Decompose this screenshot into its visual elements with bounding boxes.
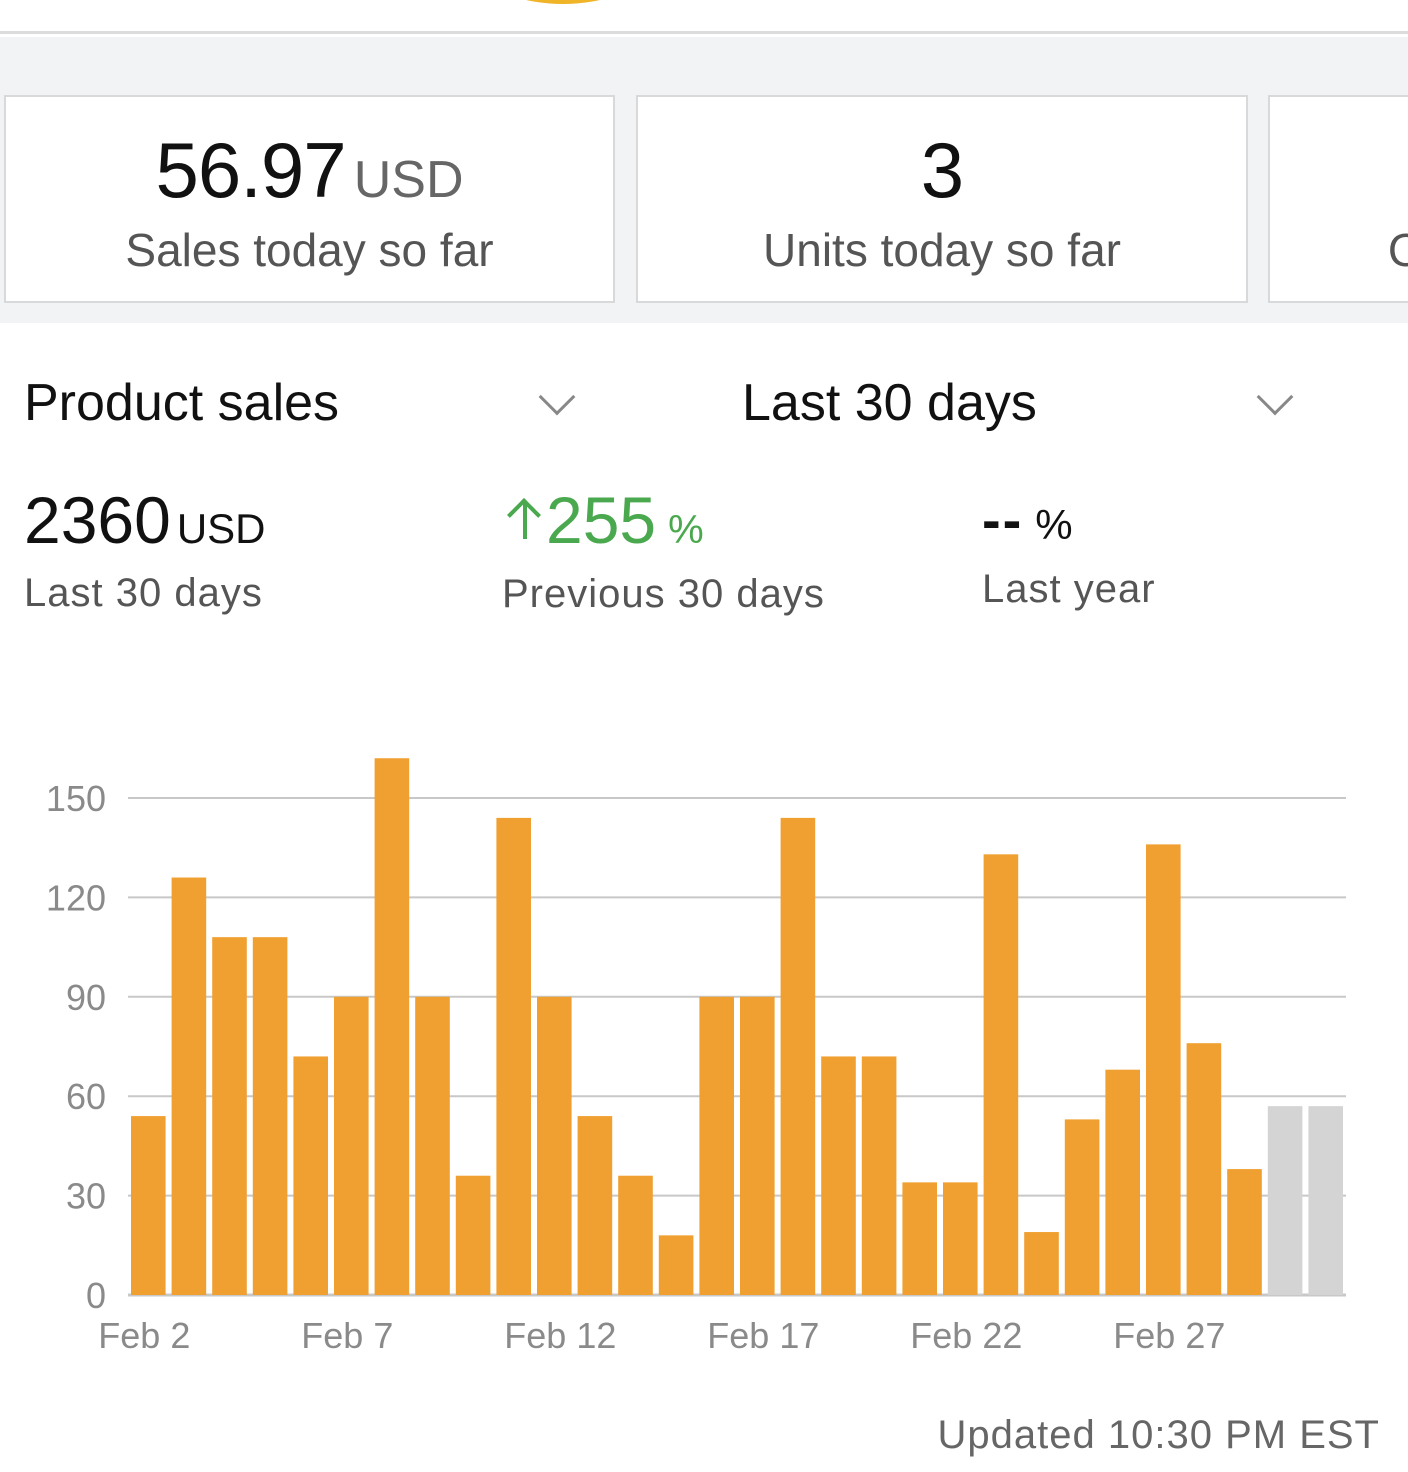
- bar-feb-20[interactable]: [861, 1056, 897, 1295]
- total-sales-unit: USD: [176, 505, 266, 552]
- yoy-value: --%: [982, 488, 1073, 551]
- bar-mar-2[interactable]: [1308, 1106, 1343, 1295]
- change-stat: 255% Previous 30 days: [502, 484, 825, 618]
- third-metric-label: O: [1388, 223, 1408, 277]
- third-metric-card[interactable]: O: [1268, 95, 1408, 303]
- bar-feb-3[interactable]: [171, 877, 207, 1295]
- bar-feb-12[interactable]: [537, 996, 572, 1295]
- bar-feb-25[interactable]: [1064, 1119, 1100, 1295]
- units-today-value: 3: [920, 126, 964, 214]
- yoy-unit: %: [1035, 501, 1073, 548]
- bar-feb-2[interactable]: [131, 1116, 166, 1295]
- bar-feb-28[interactable]: [1186, 1043, 1222, 1295]
- today-metrics: 56.97 USD Sales today so far 3 Units toda…: [0, 37, 1408, 323]
- bar-feb-11[interactable]: [496, 817, 531, 1295]
- units-today-label: Units today so far: [763, 224, 1121, 276]
- bar-feb-24[interactable]: [1024, 1232, 1059, 1295]
- yoy-label: Last year: [982, 567, 1156, 611]
- change-unit: %: [668, 508, 704, 552]
- total-sales-label: Last 30 days: [24, 571, 263, 615]
- metric-selector[interactable]: Product sales: [24, 370, 584, 436]
- x-tick-label: Feb 12: [504, 1315, 616, 1356]
- bar-feb-23[interactable]: [983, 854, 1019, 1295]
- bar-feb-27[interactable]: [1146, 844, 1181, 1295]
- chevron-down-icon: [1256, 378, 1294, 416]
- bar-feb-26[interactable]: [1105, 1069, 1140, 1295]
- bar-feb-4[interactable]: [212, 937, 247, 1295]
- total-sales-value: 2360 USD: [24, 483, 266, 557]
- sales-today-value: 56.97 USD: [155, 126, 464, 214]
- y-tick-label: 90: [66, 977, 106, 1018]
- bar-feb-19[interactable]: [821, 1056, 856, 1295]
- y-tick-label: 120: [46, 877, 106, 918]
- x-tick-label: Feb 22: [910, 1315, 1022, 1356]
- sales-today-card[interactable]: 56.97 USD Sales today so far: [4, 95, 615, 303]
- smile-arc-icon: [488, 0, 638, 4]
- top-header: [0, 0, 1408, 34]
- arrow-up-icon: [502, 491, 546, 547]
- y-tick-label: 60: [66, 1076, 106, 1117]
- updated-timestamp: Updated 10:30 PM EST: [937, 1413, 1380, 1457]
- y-tick-label: 0: [86, 1275, 106, 1316]
- bar-feb-10[interactable]: [455, 1175, 491, 1295]
- bar-feb-5[interactable]: [252, 937, 288, 1295]
- x-tick-label: Feb 27: [1113, 1315, 1225, 1356]
- x-tick-label: Feb 7: [301, 1315, 393, 1356]
- bar-feb-6[interactable]: [293, 1056, 328, 1295]
- bar-feb-14[interactable]: [618, 1175, 653, 1295]
- y-tick-label: 30: [66, 1176, 106, 1217]
- x-tick-label: Feb 17: [707, 1315, 819, 1356]
- y-tick-label: 150: [46, 778, 106, 819]
- bar-feb-7[interactable]: [334, 996, 369, 1295]
- date-range-label: Last 30 days: [742, 374, 1037, 432]
- sales-bar-chart: 0 30 60 90 120 150 Feb 2 Feb 7 Feb 12 Feb 17 Feb 2…: [46, 758, 1346, 1356]
- change-value: 255%: [502, 484, 825, 566]
- metric-selector-label: Product sales: [24, 374, 340, 432]
- bar-feb-8[interactable]: [374, 758, 410, 1295]
- bar-feb-9[interactable]: [415, 996, 450, 1295]
- change-label: Previous 30 days: [502, 572, 825, 616]
- bar-feb-16[interactable]: [699, 996, 734, 1295]
- x-tick-label: Feb 2: [98, 1315, 190, 1356]
- units-today-card[interactable]: 3 Units today so far: [636, 95, 1248, 303]
- bar-feb-13[interactable]: [577, 1116, 613, 1295]
- date-range-selector[interactable]: Last 30 days: [742, 370, 1302, 436]
- bar-feb-21[interactable]: [902, 1182, 937, 1295]
- bar-feb-22[interactable]: [943, 1182, 978, 1295]
- total-sales-stat: 2360 USD Last 30 days: [24, 484, 266, 617]
- chevron-down-icon: [538, 378, 576, 416]
- yoy-stat: --% Last year: [982, 484, 1156, 613]
- sales-today-label: Sales today so far: [125, 224, 494, 276]
- bar-feb-15[interactable]: [658, 1235, 694, 1295]
- bar-feb-29[interactable]: [1227, 1169, 1262, 1295]
- bar-feb-17[interactable]: [740, 996, 775, 1295]
- bar-feb-18[interactable]: [780, 817, 816, 1295]
- bar-mar-1[interactable]: [1267, 1106, 1303, 1295]
- sales-today-unit: USD: [353, 151, 464, 209]
